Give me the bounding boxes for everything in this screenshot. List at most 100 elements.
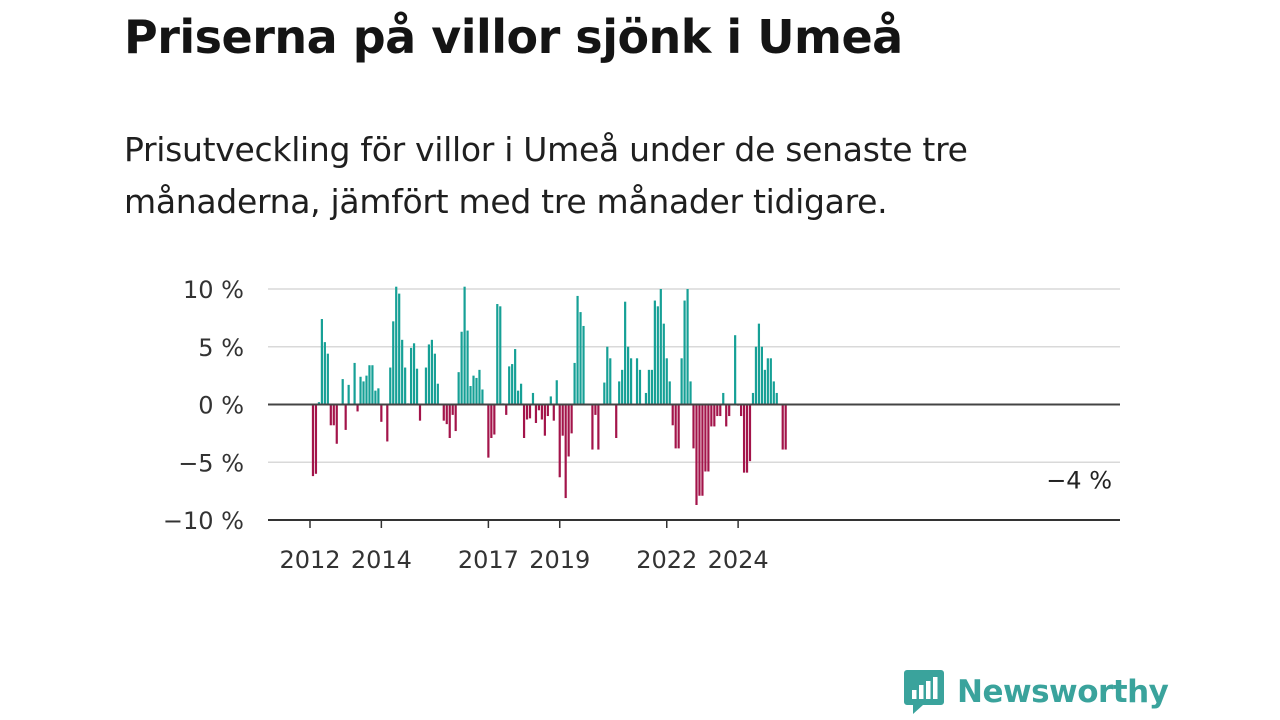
x-tick-label: 2022	[636, 546, 697, 574]
y-tick-label: 10 %	[183, 276, 244, 304]
y-tick-label: −10 %	[163, 507, 244, 535]
annotations: −4 %	[1046, 467, 1112, 495]
chart-subtitle: Prisutveckling för villor i Umeå under d…	[124, 130, 968, 221]
bar	[558, 404, 561, 478]
bar	[728, 404, 731, 417]
bar	[395, 286, 398, 405]
bar	[698, 404, 701, 496]
bar	[386, 404, 389, 442]
bar	[436, 383, 439, 405]
chart-title: Priserna på villor sjönk i Umeå	[124, 10, 903, 64]
bar	[374, 390, 377, 405]
bar	[555, 380, 558, 405]
bar	[430, 339, 433, 405]
bar	[754, 346, 758, 405]
y-tick-label: 0 %	[198, 392, 244, 420]
bar	[487, 404, 490, 458]
bar	[335, 404, 338, 444]
bar	[525, 404, 529, 420]
bar	[668, 381, 671, 405]
bar	[624, 301, 627, 405]
bar	[412, 343, 416, 405]
gridlines	[268, 288, 1120, 463]
bar	[656, 306, 659, 405]
bar	[734, 335, 737, 405]
bar	[671, 404, 674, 426]
bar	[528, 404, 532, 419]
bar	[505, 404, 508, 415]
bar	[415, 368, 419, 405]
bar	[719, 404, 722, 417]
bar	[781, 404, 784, 450]
bar	[499, 306, 502, 405]
bar	[683, 300, 686, 405]
bar	[469, 386, 472, 405]
bar	[543, 404, 546, 436]
bar	[722, 392, 725, 405]
bar	[772, 381, 775, 405]
bar	[517, 390, 520, 405]
bar	[609, 358, 612, 405]
bar	[427, 344, 431, 405]
bar	[472, 375, 475, 405]
bar	[627, 346, 630, 405]
bar	[573, 362, 576, 405]
bar	[311, 404, 315, 477]
x-tick-label: 2014	[351, 546, 412, 574]
bar	[769, 358, 772, 405]
bar	[644, 392, 648, 405]
bar	[475, 377, 478, 405]
bar	[653, 300, 656, 405]
bar	[496, 304, 499, 405]
bar	[680, 358, 683, 405]
bar	[344, 404, 347, 430]
bar	[650, 369, 653, 405]
bar	[621, 369, 624, 405]
bar	[615, 404, 618, 438]
bar	[594, 404, 597, 415]
bar	[597, 404, 600, 450]
bar	[317, 402, 321, 405]
bar	[511, 364, 514, 405]
bar	[519, 383, 523, 405]
bar	[629, 358, 633, 405]
bar	[763, 369, 766, 405]
bar	[490, 404, 493, 438]
bar	[353, 362, 356, 405]
bar	[707, 404, 710, 472]
bar	[579, 312, 582, 405]
bar	[433, 353, 436, 405]
last-value-label: −4 %	[1046, 467, 1112, 495]
bar	[665, 358, 668, 405]
bar	[365, 375, 368, 405]
bar	[522, 404, 526, 438]
bar	[341, 379, 344, 405]
bar	[534, 404, 538, 423]
bar	[662, 323, 665, 405]
bar	[424, 367, 428, 405]
bar	[481, 389, 484, 405]
bar	[647, 369, 651, 405]
bar	[356, 404, 359, 412]
bar	[466, 330, 469, 405]
bar	[745, 404, 749, 473]
bar	[716, 404, 719, 417]
bar	[377, 388, 380, 405]
bar	[659, 289, 662, 405]
bar	[389, 367, 392, 405]
bar	[695, 404, 698, 505]
newsworthy-logo[interactable]: Newsworthy	[903, 668, 1169, 716]
bar	[591, 404, 594, 450]
bar	[478, 369, 481, 405]
bar	[710, 404, 713, 427]
bar	[371, 365, 374, 405]
bar	[531, 392, 535, 405]
bar	[442, 404, 445, 421]
bar	[638, 369, 642, 405]
bar	[760, 346, 763, 405]
bar	[689, 381, 692, 405]
bar	[701, 404, 704, 496]
bar	[570, 404, 573, 434]
bar	[323, 342, 326, 405]
